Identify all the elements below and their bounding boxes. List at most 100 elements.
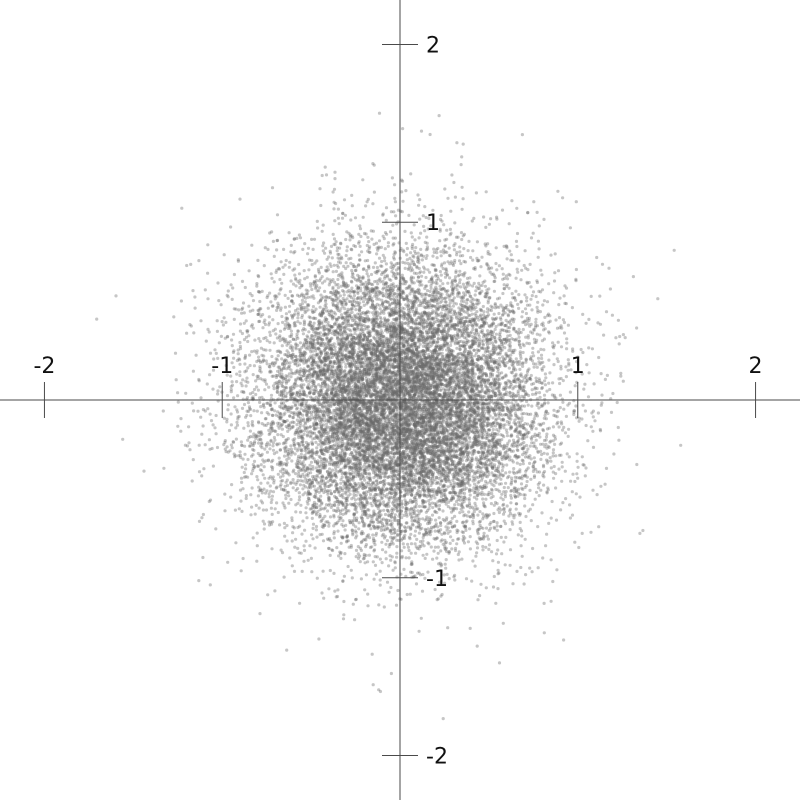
scatter-point (368, 492, 373, 497)
scatter-point (415, 546, 420, 551)
scatter-point (460, 273, 464, 277)
scatter-point (453, 195, 457, 199)
scatter-point (344, 365, 348, 369)
scatter-point (446, 457, 450, 461)
scatter-point (270, 498, 274, 502)
scatter-point (491, 559, 495, 563)
scatter-point (275, 239, 279, 243)
scatter-point (247, 269, 251, 273)
scatter-point (417, 402, 421, 406)
scatter-point (534, 317, 538, 321)
scatter-point (455, 542, 459, 546)
scatter-point (248, 407, 253, 411)
scatter-point (351, 318, 355, 323)
scatter-point (373, 539, 377, 543)
scatter-point (566, 434, 570, 438)
scatter-point (389, 408, 393, 412)
scatter-point (459, 457, 463, 461)
scatter-point (365, 459, 369, 463)
scatter-point (549, 466, 553, 470)
scatter-point (373, 369, 377, 373)
scatter-point (216, 392, 220, 396)
scatter-point (444, 502, 448, 506)
scatter-point (281, 474, 285, 478)
scatter-point (318, 313, 322, 317)
scatter-point (453, 275, 458, 279)
scatter-point (290, 314, 295, 319)
scatter-point (369, 229, 373, 233)
scatter-point (484, 586, 488, 590)
scatter-point (393, 445, 397, 449)
scatter-point (269, 300, 273, 304)
scatter-point (445, 372, 449, 376)
scatter-point (357, 253, 361, 257)
scatter-point (543, 445, 547, 449)
scatter-point (429, 350, 433, 354)
scatter-point (425, 437, 429, 442)
scatter-point (306, 486, 310, 490)
scatter-point (377, 303, 382, 307)
scatter-point (378, 367, 382, 371)
scatter-point (255, 531, 259, 535)
scatter-point (258, 360, 263, 364)
scatter-point (511, 582, 515, 586)
scatter-point (326, 383, 330, 387)
scatter-point (552, 291, 556, 295)
scatter-point (298, 495, 302, 499)
scatter-point (230, 297, 234, 301)
scatter-point (469, 345, 474, 349)
scatter-point (589, 530, 593, 534)
scatter-point (384, 206, 389, 210)
scatter-point (409, 532, 413, 536)
scatter-point (492, 312, 496, 316)
scatter-point (323, 381, 327, 385)
scatter-point (477, 536, 481, 540)
scatter-point (288, 340, 292, 344)
scatter-point (338, 383, 342, 387)
scatter-point (420, 364, 424, 369)
scatter-point (565, 347, 569, 351)
scatter-point (266, 306, 270, 310)
scatter-point (343, 426, 347, 430)
scatter-point (523, 307, 528, 311)
scatter-point (354, 548, 359, 553)
scatter-point (263, 388, 267, 392)
scatter-point (371, 683, 375, 687)
scatter-point (404, 241, 408, 245)
scatter-point (259, 481, 263, 485)
scatter-point (432, 247, 436, 251)
scatter-point (377, 603, 381, 607)
scatter-point (444, 558, 448, 562)
scatter-point (383, 256, 387, 260)
scatter-point (327, 385, 331, 389)
scatter-point (421, 344, 425, 348)
scatter-point (243, 370, 247, 374)
scatter-point (343, 298, 347, 303)
scatter-point (395, 545, 399, 549)
scatter-point (471, 559, 475, 563)
scatter-point (329, 416, 333, 420)
scatter-point (320, 452, 324, 456)
scatter-point (424, 256, 428, 260)
scatter-point (262, 264, 266, 268)
scatter-point (360, 408, 364, 412)
scatter-point (481, 342, 485, 346)
scatter-point (493, 381, 497, 385)
scatter-point (523, 537, 527, 541)
scatter-point (531, 231, 535, 235)
scatter-point (460, 207, 464, 211)
scatter-point (350, 576, 354, 580)
scatter-point (318, 367, 322, 371)
scatter-point (362, 430, 366, 434)
scatter-point (524, 266, 528, 270)
scatter-point (217, 299, 221, 303)
scatter-point (226, 408, 230, 412)
scatter-point (333, 428, 337, 432)
scatter-point (272, 387, 276, 391)
scatter-point (226, 289, 230, 293)
scatter-point (484, 545, 488, 549)
scatter-point (542, 483, 546, 487)
scatter-point (361, 331, 365, 335)
scatter-point (457, 558, 461, 562)
scatter-point (382, 605, 386, 609)
